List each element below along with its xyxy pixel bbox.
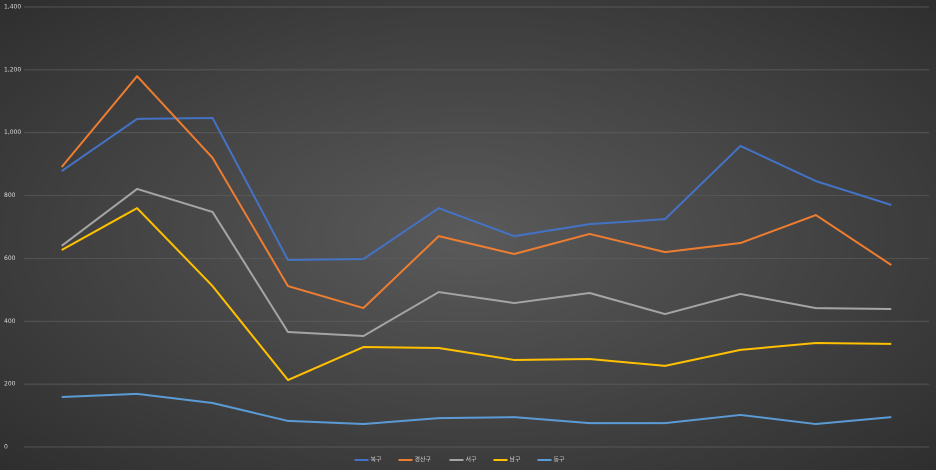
- legend-label: 경산구: [415, 456, 432, 464]
- y-tick-label: 400: [4, 318, 16, 325]
- series-line: [60, 75, 892, 310]
- series-line: [61, 116, 892, 261]
- y-tick-label: 600: [4, 255, 16, 262]
- series-line: [61, 187, 892, 338]
- series-line: [61, 392, 892, 426]
- legend-label: 북구: [371, 457, 383, 464]
- legend-label: 남구: [510, 456, 522, 464]
- y-tick-label: 1,400: [4, 4, 21, 11]
- legend-label: 서구: [466, 456, 478, 464]
- y-tick-label: 1,200: [4, 66, 21, 73]
- legend-label: 동구: [554, 457, 566, 464]
- y-tick-label: 1,000: [4, 129, 21, 136]
- y-tick-label: 0: [4, 444, 8, 451]
- y-tick-label: 800: [4, 192, 16, 199]
- y-tick-label: 200: [4, 381, 16, 388]
- series-line: [61, 207, 892, 382]
